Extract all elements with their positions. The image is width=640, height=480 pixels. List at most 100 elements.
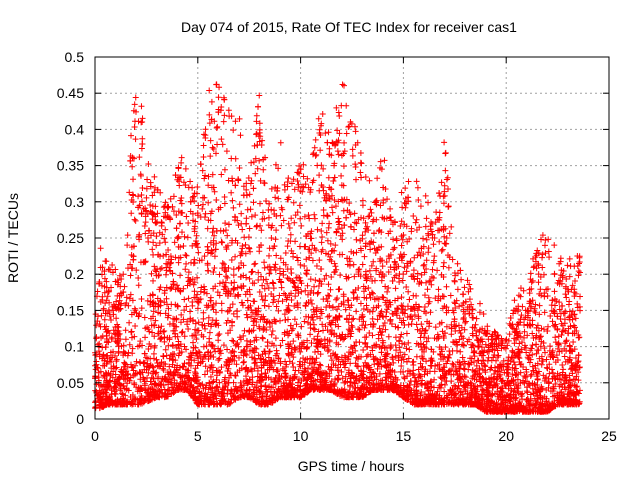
- data-point: [430, 241, 437, 248]
- data-point: [299, 188, 306, 195]
- data-point: [564, 262, 571, 269]
- data-point: [333, 339, 340, 346]
- data-point: [285, 220, 292, 227]
- data-point: [405, 288, 412, 295]
- data-point: [352, 347, 359, 354]
- data-point: [566, 376, 573, 383]
- data-point: [392, 323, 399, 330]
- data-point: [191, 288, 198, 295]
- data-point: [460, 291, 467, 298]
- data-point: [469, 306, 476, 313]
- data-point: [297, 215, 304, 222]
- data-point: [294, 257, 301, 264]
- data-point: [245, 304, 252, 311]
- data-point: [140, 205, 147, 212]
- data-point: [459, 302, 466, 309]
- data-point: [510, 378, 517, 385]
- data-point: [341, 82, 348, 89]
- data-point: [135, 275, 142, 282]
- data-point: [192, 326, 199, 333]
- data-point: [528, 279, 535, 286]
- data-point: [362, 285, 369, 292]
- data-point: [440, 263, 447, 270]
- data-point: [562, 328, 569, 335]
- data-point: [178, 154, 185, 161]
- data-point: [333, 104, 340, 111]
- data-point: [268, 376, 275, 383]
- data-point: [485, 336, 492, 343]
- data-point: [126, 341, 133, 348]
- data-point: [202, 353, 209, 360]
- data-point: [460, 365, 467, 372]
- data-point: [153, 369, 160, 376]
- data-point: [444, 354, 451, 361]
- data-point: [291, 302, 298, 309]
- data-point: [281, 181, 288, 188]
- data-point: [303, 344, 310, 351]
- data-point: [401, 341, 408, 348]
- data-point: [239, 226, 246, 233]
- data-point: [430, 275, 437, 282]
- data-point: [325, 363, 332, 370]
- data-point: [512, 397, 519, 404]
- data-point: [218, 171, 225, 178]
- data-point: [205, 314, 212, 321]
- data-point: [150, 308, 157, 315]
- data-point: [423, 279, 430, 286]
- data-point: [418, 364, 425, 371]
- data-point: [440, 364, 447, 371]
- data-point: [150, 251, 157, 258]
- data-point: [296, 202, 303, 209]
- data-point: [438, 271, 445, 278]
- data-point: [147, 378, 154, 385]
- data-point: [206, 120, 213, 127]
- data-point: [357, 300, 364, 307]
- data-point: [443, 234, 450, 241]
- data-point: [289, 381, 296, 388]
- data-point: [569, 370, 576, 377]
- data-point: [382, 362, 389, 369]
- data-point: [363, 353, 370, 360]
- data-point: [338, 172, 345, 179]
- data-point: [457, 348, 464, 355]
- data-point: [393, 347, 400, 354]
- data-point: [327, 286, 334, 293]
- data-point: [228, 257, 235, 264]
- data-point: [173, 211, 180, 218]
- data-point: [258, 227, 265, 234]
- data-point: [358, 314, 365, 321]
- data-point: [438, 179, 445, 186]
- data-point: [234, 239, 241, 246]
- data-point: [526, 352, 533, 359]
- data-point: [383, 258, 390, 265]
- data-point: [129, 364, 136, 371]
- data-point: [554, 370, 561, 377]
- data-point: [572, 315, 579, 322]
- data-point: [326, 220, 333, 227]
- data-point: [320, 165, 327, 172]
- data-point: [253, 118, 260, 125]
- data-point: [399, 277, 406, 284]
- data-point: [264, 401, 271, 408]
- data-point: [342, 306, 349, 313]
- data-point: [144, 360, 151, 367]
- data-point: [429, 231, 436, 238]
- data-point: [552, 334, 559, 341]
- data-point: [375, 335, 382, 342]
- data-point: [275, 298, 282, 305]
- data-point: [369, 308, 376, 315]
- data-point: [201, 253, 208, 260]
- data-point: [227, 304, 234, 311]
- data-point: [294, 254, 301, 261]
- data-point: [223, 268, 230, 275]
- data-point: [425, 245, 432, 252]
- data-point: [243, 180, 250, 187]
- data-point: [225, 177, 232, 184]
- data-point: [366, 330, 373, 337]
- data-point: [272, 352, 279, 359]
- data-point: [466, 296, 473, 303]
- data-point: [128, 364, 135, 371]
- data-point: [224, 308, 231, 315]
- data-point: [291, 316, 298, 323]
- data-point: [207, 153, 214, 160]
